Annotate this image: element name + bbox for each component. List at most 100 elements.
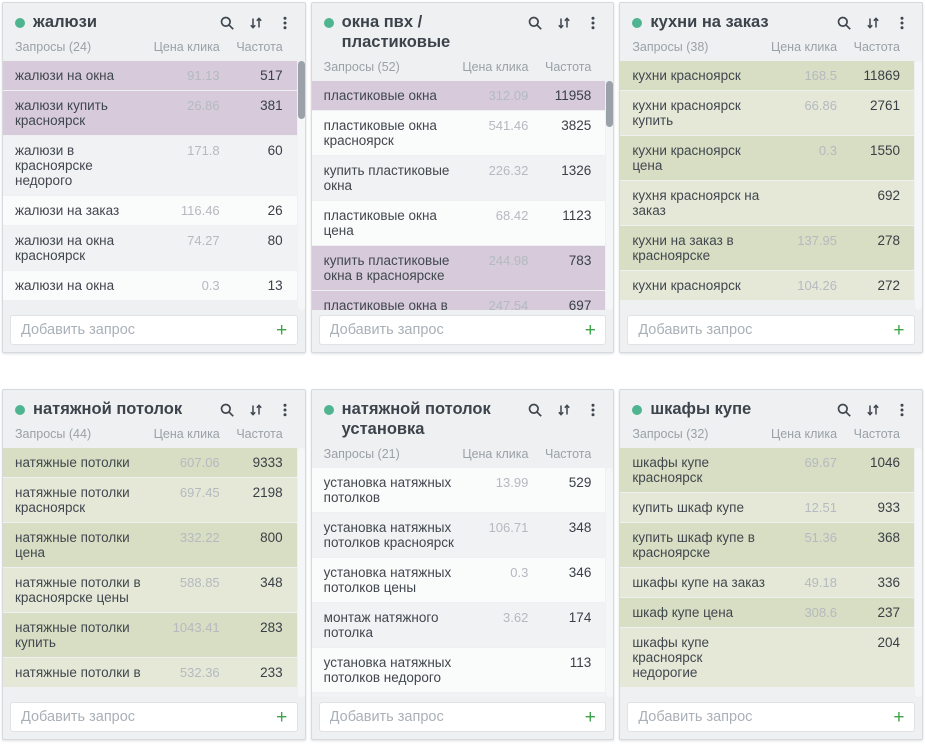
add-query-input[interactable] — [628, 322, 884, 338]
column-header-queries: Запросы (21) — [323, 447, 400, 461]
table-row[interactable]: кухни красноярск купить 66.86 2761 — [620, 91, 914, 135]
scrollbar-track[interactable] — [606, 81, 614, 310]
status-dot-icon — [323, 405, 334, 415]
status-dot-icon — [15, 405, 25, 415]
kebab-menu-icon[interactable] — [277, 402, 293, 418]
add-plus-icon[interactable]: + — [267, 703, 297, 731]
frequency-cell: 13 — [267, 278, 283, 293]
sort-arrows-icon[interactable] — [248, 402, 264, 418]
add-plus-icon[interactable]: + — [575, 703, 605, 731]
table-row[interactable]: кухня красноярск на заказ 692 — [620, 181, 914, 225]
table-row[interactable]: установка натяжных потолков 13.99 529 — [311, 468, 606, 512]
panel-header: жалюзи — [3, 3, 305, 35]
kebab-menu-icon[interactable] — [277, 15, 293, 31]
table-row[interactable]: купить пластиковые окна 226.32 1326 — [311, 156, 606, 200]
table-row[interactable]: жалюзи на окна красноярск 74.27 80 — [3, 226, 297, 270]
table-row[interactable]: кухни красноярск 104.26 272 — [620, 271, 914, 300]
keyword-cell: кухни красноярск купить — [632, 98, 741, 128]
table-row[interactable]: шкафы купе на заказ 49.18 336 — [620, 568, 914, 597]
sort-arrows-icon[interactable] — [865, 402, 881, 418]
table-row[interactable]: натяжные потолки в красноярске цены 588.8… — [3, 568, 297, 612]
search-icon[interactable] — [219, 402, 235, 418]
table-row[interactable]: кухни красноярск цена 0.3 1550 — [620, 136, 914, 180]
table-row[interactable]: натяжные потолки цена 332.22 800 — [3, 523, 297, 567]
cpc-cell: 697.45 — [179, 485, 220, 500]
table-row[interactable]: жалюзи в красноярске недорого 171.8 60 — [3, 136, 297, 195]
scrollbar-track[interactable] — [606, 468, 614, 697]
table-row[interactable]: пластиковые окна красноярск 541.46 3825 — [311, 111, 606, 155]
table-row[interactable]: жалюзи на окна 91.13 517 — [3, 61, 297, 90]
frequency-cell: 783 — [568, 253, 592, 268]
table-row[interactable]: установка натяжных потолков красноярск 10… — [311, 513, 606, 557]
add-query-input[interactable] — [319, 709, 576, 725]
search-icon[interactable] — [527, 402, 543, 418]
add-query-input[interactable] — [319, 322, 576, 338]
search-icon[interactable] — [527, 15, 543, 31]
add-plus-icon[interactable]: + — [575, 316, 605, 344]
sort-arrows-icon[interactable] — [556, 15, 572, 31]
cpc-cell: 332.22 — [179, 530, 220, 545]
keyword-cell: натяжные потолки в красноярске цены — [15, 575, 141, 605]
panel-title: кухни на заказ — [650, 13, 769, 31]
table-row[interactable]: натяжные потолки красноярск 697.45 2198 — [3, 478, 297, 522]
sort-arrows-icon[interactable] — [556, 402, 572, 418]
table-row[interactable]: установка натяжных потолков недорого 113 — [311, 648, 606, 692]
add-plus-icon[interactable]: + — [884, 316, 914, 344]
table-row[interactable]: кухни на заказ в красноярске 137.95 278 — [620, 226, 914, 270]
scrollbar-track[interactable] — [914, 61, 922, 310]
table-row[interactable]: натяжные потолки 607.06 9333 — [3, 448, 297, 477]
add-plus-icon[interactable]: + — [267, 316, 297, 344]
add-query-input[interactable] — [628, 709, 884, 725]
table-row[interactable]: купить шкаф купе 12.51 933 — [620, 493, 914, 522]
sort-arrows-icon[interactable] — [865, 15, 881, 31]
column-header-frequency: Частота — [853, 427, 900, 441]
sort-arrows-icon[interactable] — [248, 15, 264, 31]
keyword-cell: установка натяжных потолков — [323, 475, 452, 505]
add-query-input[interactable] — [11, 322, 267, 338]
scrollbar-thumb[interactable] — [606, 81, 614, 127]
table-row[interactable]: купить шкаф купе в красноярске 51.36 368 — [620, 523, 914, 567]
table-row[interactable]: установка натяжных потолков цены 0.3 346 — [311, 558, 606, 602]
cpc-cell: 66.86 — [804, 98, 837, 113]
column-header-cpc: Цена клика — [462, 447, 529, 461]
frequency-cell: 204 — [877, 635, 900, 650]
table-row[interactable]: поменять натяжные62 — [311, 693, 606, 697]
panel-header: окна пвх / пластиковые — [312, 3, 614, 55]
table-row[interactable]: шкаф купе цена 308.6 237 — [620, 598, 914, 627]
table-row[interactable]: пластиковые окна 312.09 11958 — [311, 81, 606, 110]
table-row[interactable]: купить пластиковые окна в красноярске 244… — [311, 246, 606, 290]
table-row[interactable]: пластиковые окна цена 68.42 1123 — [311, 201, 606, 245]
table-row[interactable]: натяжные потолки купить 1043.41 283 — [3, 613, 297, 657]
table-row[interactable]: натяжные потолки в 532.36 233 — [3, 658, 297, 687]
search-icon[interactable] — [219, 15, 235, 31]
keyword-cell: натяжные потолки купить — [15, 620, 130, 650]
table-row[interactable]: жалюзи на заказ 116.46 26 — [3, 196, 297, 225]
add-query-input[interactable] — [11, 709, 267, 725]
panel-header: натяжной потолок установка — [312, 390, 614, 442]
search-icon[interactable] — [836, 15, 852, 31]
table-row[interactable]: жалюзи на окна 0.3 13 — [3, 271, 297, 300]
column-headers: Запросы (24) Цена клика Частота — [3, 35, 297, 61]
table-row[interactable]: пластиковые окна в 247.54 697 — [311, 291, 606, 310]
kebab-menu-icon[interactable] — [585, 15, 601, 31]
table-row[interactable]: шкафы купе красноярск недорогие 204 — [620, 628, 914, 687]
column-header-frequency: Частота — [236, 40, 283, 54]
add-query-bar: + — [627, 702, 915, 732]
table-row[interactable]: монтаж натяжного потолка 3.62 174 — [311, 603, 606, 647]
table-row[interactable]: кухни красноярск 168.5 11869 — [620, 61, 914, 90]
add-plus-icon[interactable]: + — [884, 703, 914, 731]
scrollbar-track[interactable] — [914, 448, 922, 697]
kebab-menu-icon[interactable] — [894, 15, 910, 31]
cpc-cell: 51.36 — [804, 530, 837, 545]
table-row[interactable]: шкафы купе красноярск 69.67 1046 — [620, 448, 914, 492]
cpc-cell: 226.32 — [488, 163, 529, 178]
table-row[interactable]: жалюзи купить красноярск 26.86 381 — [3, 91, 297, 135]
kebab-menu-icon[interactable] — [894, 402, 910, 418]
keyword-cell: шкаф купе цена — [632, 605, 734, 620]
scrollbar-thumb[interactable] — [297, 61, 305, 119]
search-icon[interactable] — [836, 402, 852, 418]
scrollbar-track[interactable] — [297, 61, 305, 310]
cpc-cell: 137.95 — [797, 233, 837, 248]
scrollbar-track[interactable] — [297, 448, 305, 697]
kebab-menu-icon[interactable] — [585, 402, 601, 418]
